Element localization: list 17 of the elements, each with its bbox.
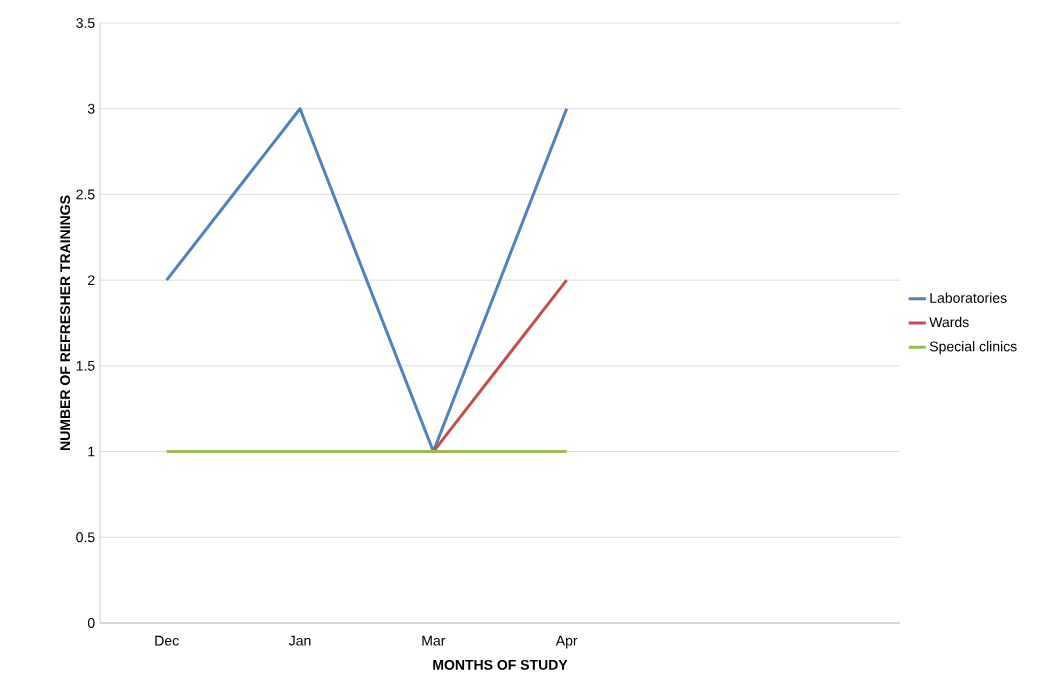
y-tick-label: 3 bbox=[87, 103, 95, 114]
y-tick-label: 1 bbox=[88, 446, 95, 457]
y-tick-label: 0 bbox=[87, 618, 95, 628]
y-axis-title: NUMBER OF REFRESHER TRAININGS bbox=[60, 195, 71, 450]
y-tick-label: 1.5 bbox=[76, 360, 95, 371]
y-tick-label: 3.5 bbox=[76, 18, 95, 28]
legend-label: Special clinics bbox=[929, 341, 1017, 355]
x-tick-label: Apr bbox=[555, 635, 578, 649]
y-tick-label: 2.5 bbox=[76, 189, 95, 200]
legend-label: Wards bbox=[929, 316, 969, 328]
y-tick-label: 0.5 bbox=[76, 532, 95, 543]
legend-label: Laboratories bbox=[930, 292, 1007, 303]
x-tick-label: Dec bbox=[155, 635, 179, 646]
x-tick-label: Mar bbox=[422, 635, 446, 646]
x-tick-label: Jan bbox=[288, 635, 311, 646]
y-tick-label: 2 bbox=[88, 275, 95, 286]
x-axis-title: MONTHS OF STUDY bbox=[433, 659, 568, 670]
